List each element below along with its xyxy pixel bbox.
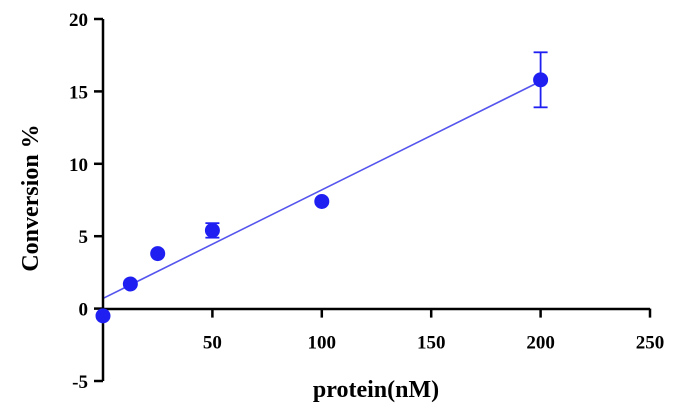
x-tick-label-1: 100 [308, 333, 337, 354]
fit-line [102, 80, 541, 300]
data-point-0 [95, 308, 111, 324]
y-axis-title: Conversion % [18, 124, 44, 271]
y-tick-label-0: -5 [72, 372, 88, 393]
y-tick-label-3: 10 [69, 155, 88, 176]
data-point-4 [314, 193, 330, 209]
x-tick-label-2: 150 [417, 333, 446, 354]
y-tick-label-1: 0 [79, 300, 89, 321]
axes [101, 19, 650, 381]
data-point-2 [150, 246, 166, 262]
x-tick-label-0: 50 [203, 333, 222, 354]
x-tick-label-4: 250 [636, 333, 665, 354]
ticks-layer: -5 0 5 10 15 20 50 100 150 200 250 [69, 10, 664, 393]
data-point-5 [533, 72, 549, 88]
x-axis-title: protein(nM) [313, 377, 439, 403]
x-tick-label-3: 200 [526, 333, 555, 354]
fit-line-layer [102, 80, 541, 300]
y-tick-label-5: 20 [69, 10, 88, 31]
y-tick-label-2: 5 [79, 227, 89, 248]
data-point-3 [204, 222, 220, 238]
points-layer [95, 51, 549, 324]
y-tick-label-4: 15 [69, 82, 88, 103]
data-point-1 [122, 276, 138, 292]
